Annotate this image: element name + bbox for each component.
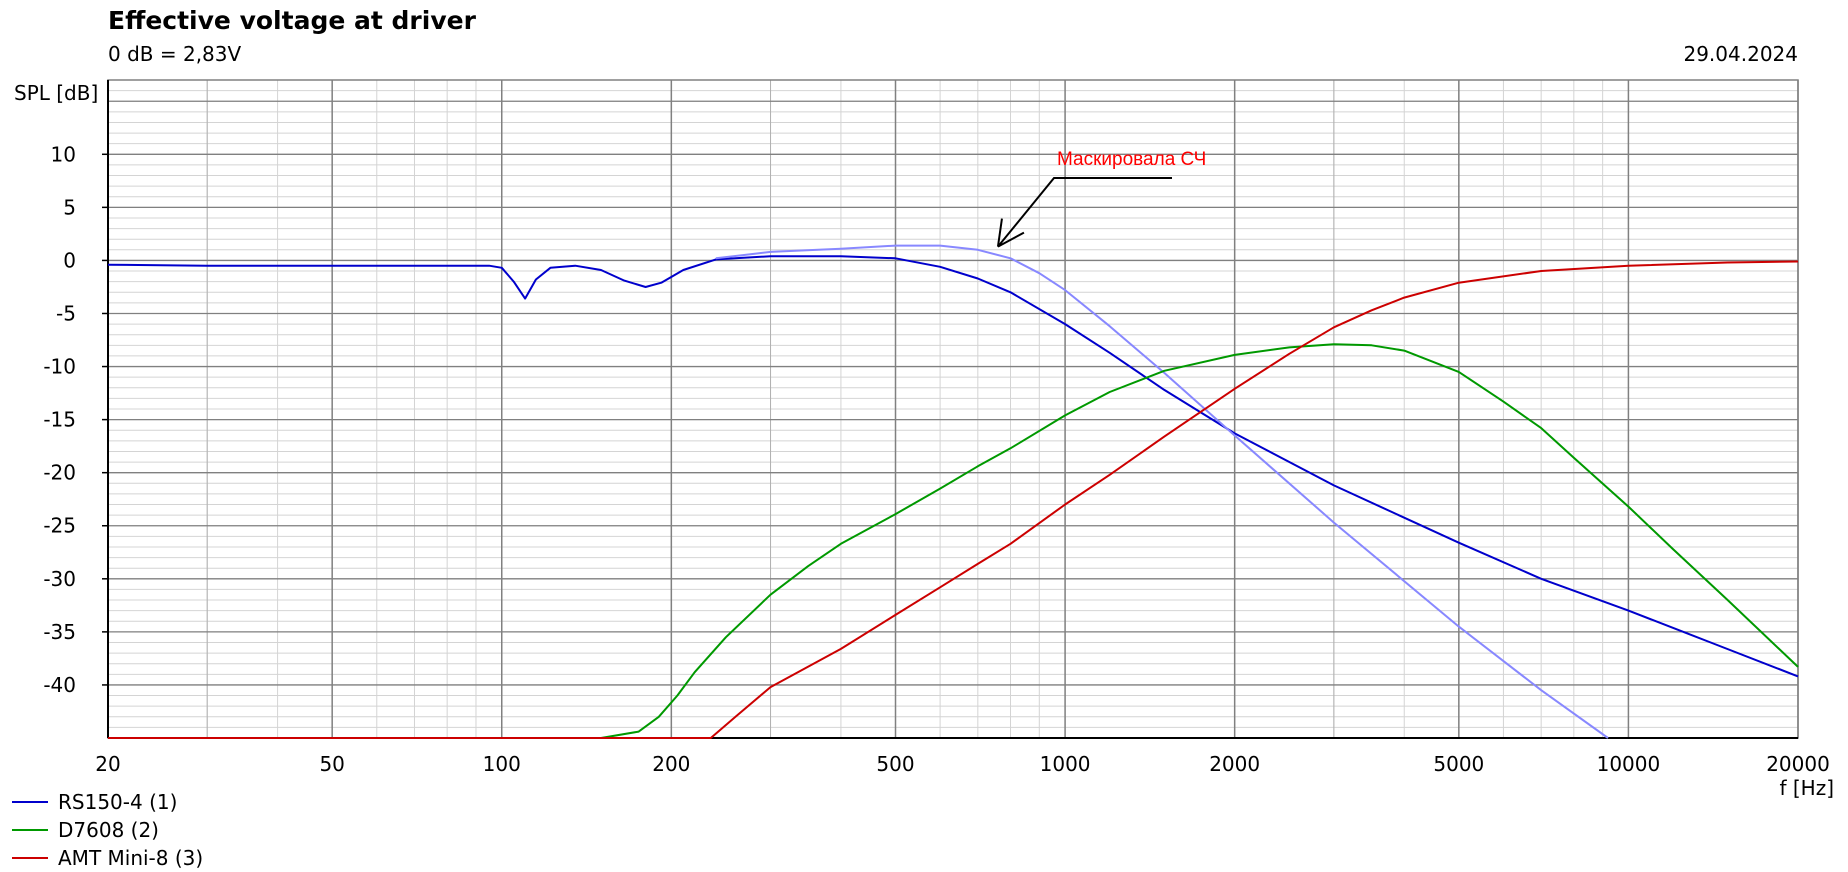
x-axis-label: f [Hz] xyxy=(1779,776,1834,800)
y-tick-label: -40 xyxy=(43,673,76,697)
x-tick-label: 100 xyxy=(483,752,521,776)
legend-label: AMT Mini-8 (3) xyxy=(58,846,204,870)
x-tick-label: 10000 xyxy=(1597,752,1661,776)
y-tick-label: -5 xyxy=(56,301,76,325)
y-tick-label: -30 xyxy=(43,567,76,591)
legend-item: AMT Mini-8 (3) xyxy=(12,844,203,872)
y-axis-label: SPL [dB] xyxy=(14,81,98,105)
chart-subtitle: 0 dB = 2,83V xyxy=(108,42,242,66)
arrow-head-left xyxy=(996,218,1003,247)
x-tick-label: 200 xyxy=(652,752,690,776)
x-tick-label: 500 xyxy=(876,752,914,776)
legend-swatch xyxy=(12,829,48,831)
y-tick-label: -25 xyxy=(43,514,76,538)
x-tick-label: 2000 xyxy=(1209,752,1260,776)
legend-label: D7608 (2) xyxy=(58,818,159,842)
y-tick-label: -35 xyxy=(43,620,76,644)
series-line-4 xyxy=(108,260,1799,739)
y-tick-label: -20 xyxy=(43,461,76,485)
arrow-head-right xyxy=(997,231,1025,248)
x-tick-label: 50 xyxy=(319,752,344,776)
y-tick-label: 5 xyxy=(63,195,76,219)
chart-title: Effective voltage at driver xyxy=(108,6,476,35)
y-tick-label: 10 xyxy=(51,142,76,166)
series-line-3 xyxy=(108,343,1799,739)
legend-swatch xyxy=(12,857,48,859)
y-tick-label: 0 xyxy=(63,248,76,272)
x-tick-label: 1000 xyxy=(1040,752,1091,776)
annotation-group: Маскировала СЧ xyxy=(996,149,1206,248)
legend-item: RS150-4 (1) xyxy=(12,788,203,816)
legend-item: D7608 (2) xyxy=(12,816,203,844)
annotation-text: Маскировала СЧ xyxy=(1057,149,1206,170)
x-tick-label: 20000 xyxy=(1766,752,1830,776)
series-line-1 xyxy=(107,255,1799,678)
series-group xyxy=(107,244,1799,739)
y-tick-label: -10 xyxy=(43,355,76,379)
legend: RS150-4 (1) D7608 (2) AMT Mini-8 (3) xyxy=(12,788,203,872)
legend-label: RS150-4 (1) xyxy=(58,790,178,814)
x-tick-label: 5000 xyxy=(1433,752,1484,776)
legend-swatch xyxy=(12,801,48,803)
grid-minor xyxy=(107,79,1799,739)
annotation-arrow xyxy=(997,177,1172,248)
y-tick-label: -15 xyxy=(43,408,76,432)
chart-date: 29.04.2024 xyxy=(1683,42,1798,66)
x-tick-label: 20 xyxy=(95,752,120,776)
series-line-2 xyxy=(715,244,1609,739)
